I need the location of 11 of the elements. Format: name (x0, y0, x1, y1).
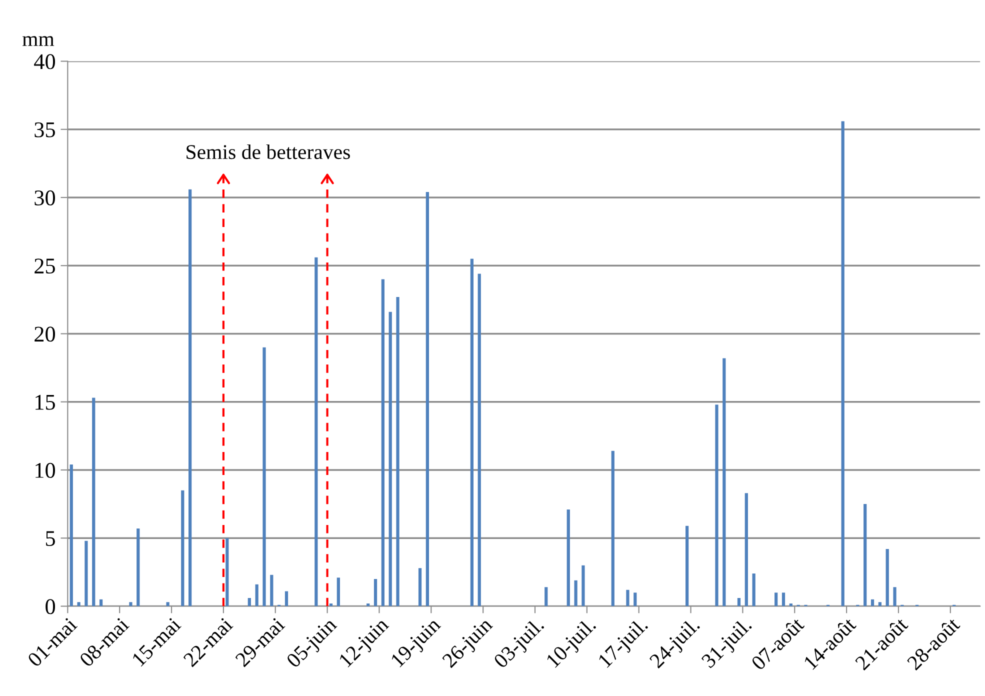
y-tick-label: 35 (34, 122, 55, 138)
y-tick-label: 0 (46, 599, 56, 614)
annotation: Semis de betteraves (186, 144, 350, 160)
y-axis-title: mm (22, 36, 54, 46)
y-tick-label: 20 (34, 326, 56, 342)
y-tick-label: 40 (34, 54, 56, 70)
y-tick-label: 25 (34, 258, 55, 274)
y-tick-label: 10 (36, 462, 56, 478)
y-tick-label: 5 (46, 531, 55, 546)
y-tick-label: 30 (34, 190, 56, 206)
y-tick-label: 15 (36, 394, 55, 410)
